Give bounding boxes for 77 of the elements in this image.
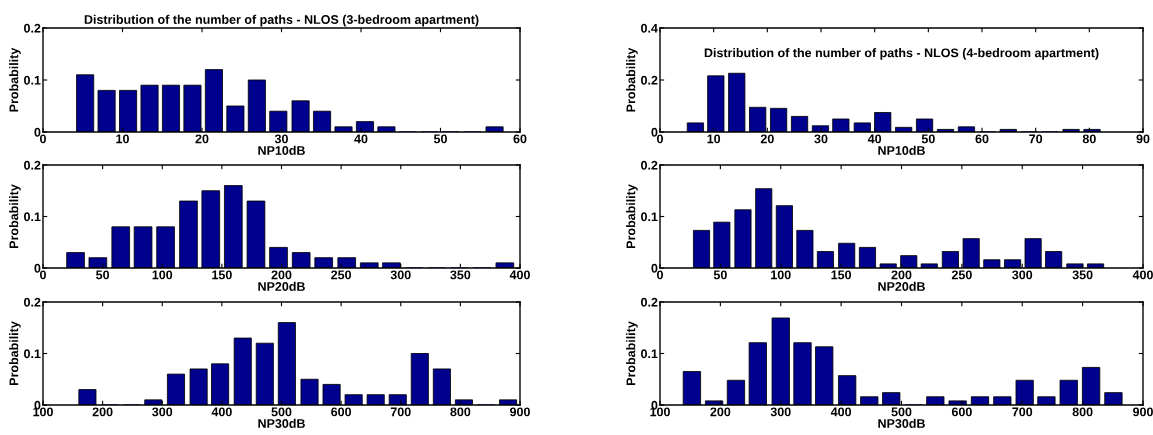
y-tick-label: 0.2 xyxy=(641,297,658,307)
y-tick-label: 0.1 xyxy=(24,75,41,85)
y-tick-label: 0 xyxy=(651,263,658,273)
y-tick-label: 0.4 xyxy=(641,23,658,33)
x-tick-label: 80 xyxy=(1082,134,1096,144)
y-tick-label: 0.2 xyxy=(641,160,658,170)
y-tick-label: 0 xyxy=(651,127,658,137)
y-tick-label: 0.2 xyxy=(24,160,41,170)
x-tick-label: 250 xyxy=(951,270,972,280)
x-tick-label: 350 xyxy=(450,270,471,280)
x-axis-title: NP10dB xyxy=(258,145,305,155)
x-tick-label: 900 xyxy=(510,407,530,417)
x-tick-label: 300 xyxy=(770,407,791,417)
x-tick-label: 40 xyxy=(354,134,368,144)
x-tick-label: 40 xyxy=(867,134,882,144)
y-axis-title: Probability xyxy=(626,184,638,248)
x-tick-label: 100 xyxy=(152,270,173,280)
x-tick-label: 400 xyxy=(211,407,232,417)
x-tick-label: 100 xyxy=(771,270,791,280)
x-tick-label: 600 xyxy=(331,407,352,417)
x-tick-label: 400 xyxy=(509,270,530,280)
x-tick-label: 700 xyxy=(1012,407,1033,417)
y-tick-label: 0.2 xyxy=(24,23,41,33)
x-tick-label: 250 xyxy=(331,270,352,280)
y-tick-label: 0.1 xyxy=(641,212,658,222)
x-tick-label: 600 xyxy=(951,407,972,417)
x-tick-label: 800 xyxy=(1072,407,1093,417)
x-tick-label: 50 xyxy=(433,134,447,144)
x-tick-label: 350 xyxy=(1072,270,1093,280)
x-tick-label: 800 xyxy=(450,407,471,417)
x-tick-label: 60 xyxy=(975,134,989,144)
y-axis-title: Probability xyxy=(626,47,638,112)
x-tick-label: 20 xyxy=(760,134,774,144)
x-tick-label: 150 xyxy=(831,270,852,280)
x-axis-title: NP30dB xyxy=(258,418,305,428)
x-tick-label: 10 xyxy=(116,134,129,144)
y-tick-label: 0 xyxy=(34,127,41,137)
text: Distribution of the number of paths - NLOS (4-bedroom apartment) xyxy=(704,48,1099,60)
y-tick-label: 0 xyxy=(34,263,41,273)
x-tick-label: 300 xyxy=(152,407,173,417)
x-tick-label: 50 xyxy=(921,134,935,144)
x-axis-title: NP20dB xyxy=(878,281,925,291)
x-tick-label: 200 xyxy=(891,270,912,280)
y-axis-title: Probability xyxy=(9,184,21,248)
x-tick-label: 200 xyxy=(710,407,731,417)
x-tick-label: 500 xyxy=(271,407,292,417)
x-tick-label: 90 xyxy=(1136,134,1150,144)
y-axis-title: Probability xyxy=(9,321,21,385)
y-tick-label: 0.2 xyxy=(24,297,41,307)
x-tick-label: 300 xyxy=(390,270,411,280)
x-tick-label: 150 xyxy=(212,270,232,280)
x-tick-label: 200 xyxy=(271,270,292,280)
x-tick-label: 30 xyxy=(274,134,288,144)
x-tick-label: 400 xyxy=(830,407,852,417)
x-tick-label: 300 xyxy=(1012,270,1033,280)
x-tick-label: 50 xyxy=(713,270,727,280)
x-axis-title: NP10dB xyxy=(878,145,925,155)
x-tick-label: 70 xyxy=(1029,134,1043,144)
chart-title: Distribution of the number of paths - NLOS (3-bedroom apartment) xyxy=(84,14,479,27)
x-axis-title: NP20dB xyxy=(258,281,305,291)
x-tick-label: 20 xyxy=(195,134,209,144)
y-axis-title: Probability xyxy=(626,321,638,385)
x-tick-label: 500 xyxy=(891,407,912,417)
x-tick-label: 200 xyxy=(92,407,113,417)
x-tick-label: 400 xyxy=(1132,270,1153,280)
x-tick-label: 10 xyxy=(707,134,721,144)
y-tick-label: 0.1 xyxy=(24,212,41,222)
y-tick-label: 0.1 xyxy=(24,349,41,359)
x-tick-label: 700 xyxy=(390,407,411,417)
x-tick-label: 30 xyxy=(814,134,828,144)
y-axis-title: Probability xyxy=(9,47,21,112)
x-tick-label: 50 xyxy=(96,270,110,280)
x-axis-title: NP30dB xyxy=(878,418,925,428)
y-tick-label: 0.1 xyxy=(641,349,658,359)
y-tick-label: 0.2 xyxy=(641,75,658,85)
x-tick-label: 60 xyxy=(513,134,527,144)
x-tick-label: 900 xyxy=(1133,407,1153,417)
